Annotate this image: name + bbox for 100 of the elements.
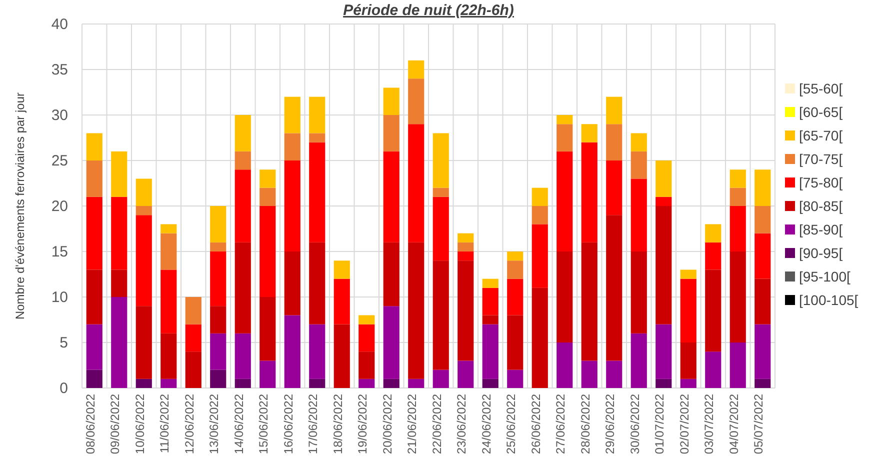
bar <box>432 188 449 197</box>
bar <box>630 333 647 388</box>
bar <box>656 160 672 197</box>
x-tick-label: 27/06/2022 <box>554 394 568 454</box>
bar <box>210 242 226 252</box>
bar <box>630 252 647 334</box>
bar <box>210 370 226 388</box>
legend-label: [60-65[ <box>799 104 843 120</box>
y-tick-label: 0 <box>60 380 68 397</box>
bar <box>86 196 102 270</box>
y-tick-label: 40 <box>51 16 68 33</box>
bar <box>234 242 251 334</box>
bar <box>358 352 375 379</box>
bar <box>309 242 326 324</box>
x-tick-label: 26/06/2022 <box>528 394 543 454</box>
bar <box>556 124 573 152</box>
x-tick-label: 13/06/2022 <box>207 394 222 454</box>
legend-label: [100-105[ <box>799 292 858 308</box>
bar <box>210 252 226 306</box>
x-tick-label: 04/07/2022 <box>726 394 741 454</box>
bar <box>754 233 771 279</box>
bar <box>309 324 326 379</box>
bar <box>86 270 102 324</box>
bar <box>160 270 177 334</box>
bar <box>358 324 375 352</box>
bar <box>656 378 672 388</box>
legend-label: [95-100[ <box>799 268 850 284</box>
bar <box>482 278 498 288</box>
bar <box>210 306 226 334</box>
bar <box>160 378 177 388</box>
bar <box>111 196 128 270</box>
y-tick-label: 15 <box>51 243 68 260</box>
bar <box>260 206 276 297</box>
bar <box>309 378 326 388</box>
bar <box>86 133 102 160</box>
bar <box>234 115 251 152</box>
bar <box>680 278 696 342</box>
legend-label: [65-70[ <box>799 128 843 144</box>
bar <box>482 315 498 324</box>
bar <box>136 378 152 388</box>
legend-label: [75-80[ <box>799 174 843 190</box>
bar <box>630 178 647 252</box>
bar <box>284 96 300 134</box>
legend-label: [55-60[ <box>799 80 843 96</box>
bar <box>581 124 598 142</box>
bar <box>507 315 524 370</box>
x-tick-label: 30/06/2022 <box>628 394 642 454</box>
x-tick-label: 15/06/2022 <box>256 394 271 454</box>
bar <box>334 324 350 388</box>
bar <box>260 170 276 188</box>
x-tick-label: 05/07/2022 <box>752 394 766 454</box>
x-tick-label: 21/06/2022 <box>405 394 420 454</box>
bar <box>581 142 598 242</box>
bar <box>284 160 300 252</box>
bar <box>656 196 672 206</box>
bar <box>260 188 276 206</box>
bar <box>482 324 498 379</box>
bar <box>408 242 424 379</box>
x-tick-label: 23/06/2022 <box>454 394 469 454</box>
x-tick-label: 11/06/2022 <box>158 394 172 454</box>
x-tick-label: 25/06/2022 <box>504 394 518 454</box>
bar <box>606 124 622 160</box>
x-tick-label: 19/06/2022 <box>356 394 370 454</box>
bar <box>210 333 226 370</box>
bar <box>482 288 498 316</box>
bar <box>606 160 622 216</box>
bar <box>532 188 548 206</box>
bar <box>260 297 276 361</box>
bar <box>556 115 573 124</box>
bar <box>532 288 548 388</box>
bar <box>358 378 375 388</box>
bar <box>383 88 400 115</box>
bar <box>705 242 722 270</box>
bar <box>383 242 400 306</box>
y-tick-label: 35 <box>51 61 68 78</box>
bar <box>309 133 326 142</box>
bar <box>185 352 202 388</box>
x-tick-label: 12/06/2022 <box>182 394 196 454</box>
x-tick-label: 03/07/2022 <box>702 394 716 454</box>
chart-title: Période de nuit (22h-6h) <box>343 2 514 19</box>
x-tick-label: 18/06/2022 <box>330 394 345 454</box>
bar <box>458 242 474 252</box>
bar <box>507 278 524 316</box>
bar <box>136 306 152 379</box>
bar <box>656 206 672 324</box>
bar <box>86 160 102 197</box>
bar <box>754 278 771 324</box>
bar <box>606 215 622 361</box>
bar <box>730 342 746 388</box>
x-tick-label: 24/06/2022 <box>479 394 494 454</box>
bar <box>334 260 350 279</box>
bar <box>185 297 202 324</box>
bar <box>160 224 177 234</box>
x-tick-label: 28/06/2022 <box>578 394 592 454</box>
x-tick-label: 22/06/2022 <box>430 394 444 454</box>
bar <box>730 252 746 342</box>
bar <box>383 151 400 242</box>
x-tick-label: 10/06/2022 <box>132 394 147 454</box>
bar <box>606 360 622 388</box>
y-axis-title: Nombre d'événements ferroviaires par jour <box>13 92 27 320</box>
